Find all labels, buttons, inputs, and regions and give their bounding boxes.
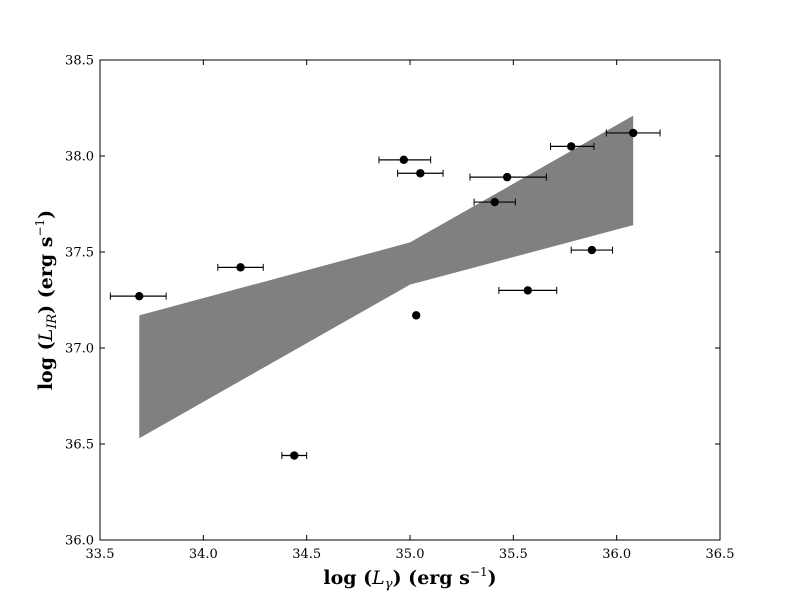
data-point xyxy=(378,155,432,165)
data-points-layer xyxy=(109,128,661,460)
y-tick-label: 38.0 xyxy=(65,150,94,165)
x-tick-label: 36.0 xyxy=(602,547,631,562)
x-tick-label: 36.5 xyxy=(706,547,735,562)
point-marker xyxy=(629,128,638,138)
point-marker xyxy=(490,197,499,207)
confidence-band xyxy=(139,115,634,439)
data-point xyxy=(412,311,421,320)
point-marker xyxy=(587,245,597,255)
data-point xyxy=(570,245,614,255)
data-point xyxy=(217,263,264,272)
point-marker xyxy=(502,172,512,182)
data-point xyxy=(397,169,444,178)
axis-ticks-layer: 33.5 34.0 34.5 35.0 35.5 36.0 36.5 36.0 36.5 37.0… xyxy=(65,54,734,563)
data-point xyxy=(281,451,308,460)
y-tick-label: 38.5 xyxy=(65,54,94,69)
x-tick-label: 35.0 xyxy=(396,547,425,562)
data-point xyxy=(550,142,595,151)
point-marker xyxy=(416,169,425,178)
y-tick-label: 37.5 xyxy=(65,246,94,261)
x-tick-label: 34.5 xyxy=(292,547,321,562)
point-marker xyxy=(412,311,421,320)
x-axis-label: log (Lγ) (erg s−1) xyxy=(323,565,496,592)
point-marker xyxy=(567,142,576,151)
x-tick-label: 35.5 xyxy=(499,547,528,562)
point-marker xyxy=(290,451,299,460)
point-marker xyxy=(135,291,144,301)
data-point xyxy=(473,197,516,207)
data-point xyxy=(109,291,167,301)
y-tick-label: 37.0 xyxy=(65,342,94,357)
y-tick-label: 36.5 xyxy=(65,438,94,453)
y-axis-label: log (LIR) (erg s−1) xyxy=(33,210,60,390)
x-tick-label: 34.0 xyxy=(189,547,218,562)
point-marker xyxy=(523,286,532,295)
data-point xyxy=(498,286,558,295)
data-point xyxy=(469,172,547,182)
x-tick-label: 33.5 xyxy=(86,547,115,562)
confidence-band-layer xyxy=(139,115,634,439)
point-marker xyxy=(236,263,245,272)
point-marker xyxy=(399,155,408,165)
data-point xyxy=(605,128,661,138)
y-tick-label: 36.0 xyxy=(65,534,94,549)
